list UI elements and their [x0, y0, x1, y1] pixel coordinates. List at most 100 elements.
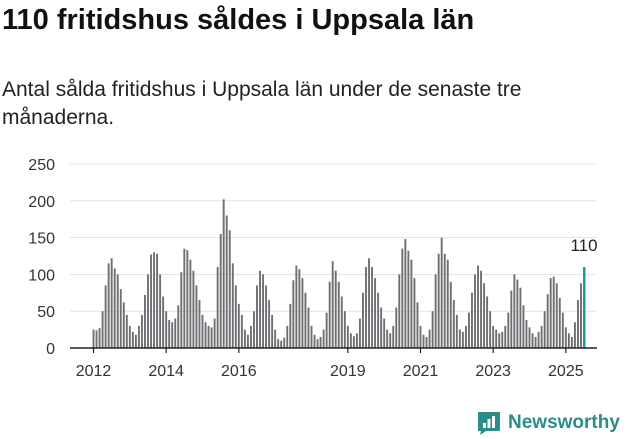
bar — [531, 333, 534, 348]
bar — [237, 303, 240, 348]
bar — [98, 328, 101, 348]
y-axis-tick-labels: 0 50 100 150 200 250 — [28, 157, 55, 358]
bar — [216, 267, 219, 348]
bar — [283, 337, 286, 348]
bar — [407, 250, 410, 348]
bar — [558, 297, 561, 348]
bar — [365, 267, 367, 348]
bar — [422, 334, 425, 348]
bar — [419, 325, 422, 348]
bar — [265, 285, 268, 348]
x-axis-tick-labels: 2012 2014 2016 2019 2021 2023 2025 — [76, 363, 584, 380]
y-tick-label: 150 — [28, 231, 55, 248]
bar — [207, 325, 210, 348]
bar — [219, 233, 222, 348]
bar — [567, 333, 570, 348]
bar — [225, 215, 228, 348]
y-tick-label: 200 — [28, 194, 55, 211]
bar — [546, 294, 549, 348]
bar — [561, 312, 564, 348]
bar — [253, 311, 255, 348]
bar — [576, 300, 579, 348]
newsworthy-brand[interactable]: Newsworthy — [476, 409, 620, 437]
bar — [395, 307, 398, 348]
bar — [316, 339, 319, 348]
bar — [513, 274, 516, 348]
chart-subtitle: Antal sålda fritidshus i Uppsala län und… — [2, 78, 522, 129]
bar — [262, 274, 265, 348]
bar — [113, 268, 116, 348]
bar — [183, 248, 186, 348]
y-tick-label: 50 — [37, 304, 55, 321]
bar — [280, 340, 283, 348]
bar — [464, 325, 467, 348]
bar — [340, 296, 343, 348]
bar — [192, 270, 195, 348]
x-tick-label: 2021 — [403, 363, 439, 380]
bar — [486, 296, 489, 348]
bar — [368, 258, 370, 348]
bar — [159, 274, 162, 348]
bar — [334, 270, 337, 348]
x-tick-label: 2014 — [148, 363, 184, 380]
bar — [455, 314, 458, 348]
bar — [416, 302, 419, 348]
bar — [213, 318, 216, 348]
bar — [234, 285, 237, 348]
bar — [516, 279, 519, 348]
bar — [452, 300, 455, 348]
bar — [495, 329, 498, 348]
bar — [580, 283, 582, 348]
bar — [204, 322, 207, 348]
bar — [443, 253, 446, 348]
bar — [201, 314, 204, 348]
bar — [374, 278, 377, 348]
highlight-value-label: 110 — [570, 236, 597, 255]
bar — [131, 331, 134, 348]
bar — [125, 314, 128, 348]
bar — [498, 333, 501, 348]
bar — [246, 334, 249, 348]
bar — [180, 272, 183, 348]
x-tick-label: 2016 — [221, 363, 257, 380]
bar — [525, 320, 528, 348]
bar — [119, 289, 122, 348]
bar — [522, 305, 525, 348]
x-tick-label: 2025 — [548, 363, 584, 380]
bar — [274, 329, 277, 348]
bar — [128, 325, 131, 348]
bar — [380, 307, 383, 348]
bar — [243, 329, 246, 348]
bar — [489, 311, 492, 348]
bar — [153, 252, 156, 348]
bar — [431, 311, 434, 348]
chart-title: 110 fritidshus såldes i Uppsala län — [2, 4, 475, 36]
bar — [401, 248, 404, 348]
bar — [371, 267, 374, 348]
bar — [458, 329, 461, 348]
bar — [313, 334, 316, 348]
bar-series — [92, 199, 586, 348]
bar — [477, 265, 479, 348]
bar — [101, 311, 104, 348]
bar — [352, 336, 355, 348]
bar — [537, 331, 540, 348]
bar — [570, 336, 573, 348]
x-tick-label: 2019 — [330, 363, 366, 380]
bar — [543, 311, 546, 348]
bar — [404, 239, 407, 348]
bar — [386, 329, 389, 348]
y-tick-label: 0 — [46, 341, 55, 358]
bar — [573, 322, 576, 348]
bar-highlight — [583, 267, 586, 348]
bar — [425, 336, 428, 348]
bar — [410, 259, 413, 348]
brand-name: Newsworthy — [508, 412, 620, 433]
bar — [177, 305, 180, 348]
bar — [307, 307, 310, 348]
bar — [501, 331, 504, 348]
bar — [325, 312, 328, 348]
bar — [231, 263, 234, 348]
bar — [398, 274, 401, 348]
bar — [198, 300, 201, 348]
